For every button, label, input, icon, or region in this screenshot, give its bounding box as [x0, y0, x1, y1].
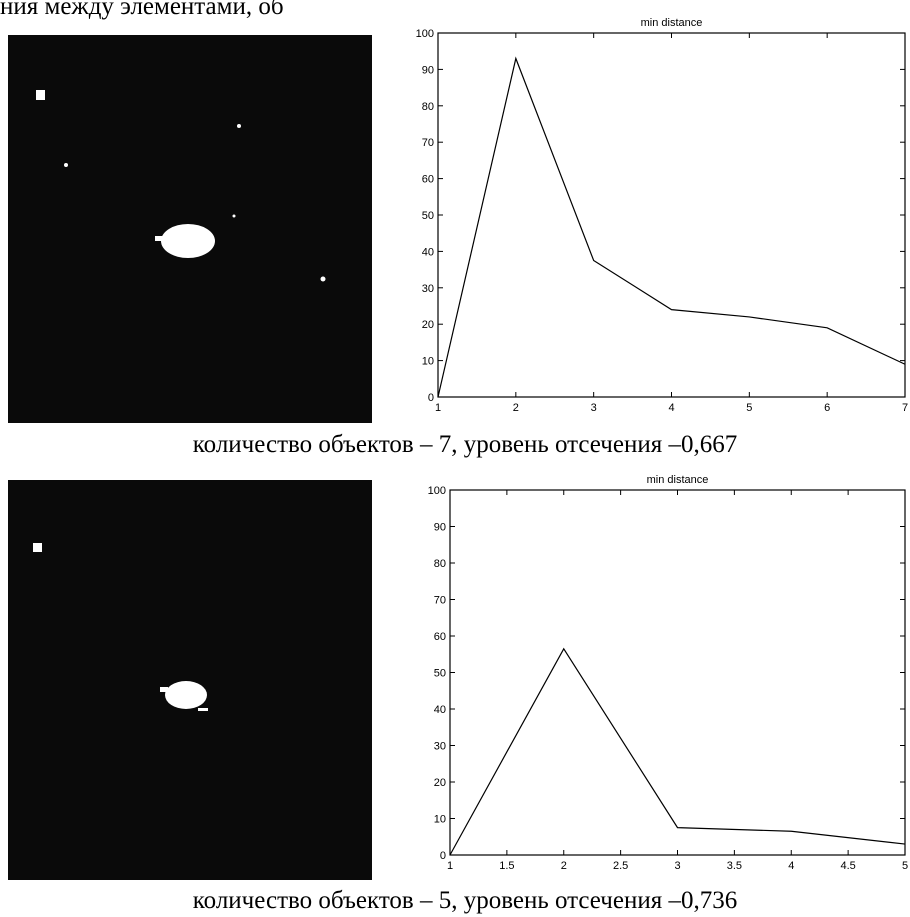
y-tick-label: 0: [428, 392, 434, 404]
y-tick-label: 90: [434, 522, 446, 534]
x-tick-label: 4: [668, 402, 674, 414]
y-tick-label: 40: [422, 246, 434, 258]
y-tick-label: 20: [422, 319, 434, 331]
x-tick-label: 2.5: [613, 860, 628, 872]
page: ния между элементами, об количество объе…: [0, 0, 910, 917]
y-tick-label: 100: [416, 28, 434, 40]
line: [450, 649, 905, 855]
x-tick-label: 1.5: [499, 860, 514, 872]
x-tick-label: 5: [902, 860, 908, 872]
x-tick-label: 3.5: [727, 860, 742, 872]
axes-box: [438, 33, 905, 397]
chart-title: min distance: [641, 17, 703, 29]
caption: количество объектов – 7, уровень отсечен…: [193, 431, 737, 458]
y-tick-label: 70: [422, 137, 434, 149]
x-tick-label: 1: [435, 402, 441, 414]
y-tick-label: 50: [434, 668, 446, 680]
image-2: [8, 480, 372, 880]
x-tick-label: 2: [561, 860, 567, 872]
y-tick-label: 10: [422, 356, 434, 368]
y-tick-label: 70: [434, 595, 446, 607]
x-tick-label: 5: [746, 402, 752, 414]
x-tick-label: 2: [513, 402, 519, 414]
axes-box: [450, 490, 905, 855]
y-tick-label: 90: [422, 64, 434, 76]
y-tick-label: 80: [422, 101, 434, 113]
y-tick-label: 20: [434, 777, 446, 789]
y-tick-label: 60: [422, 174, 434, 186]
x-tick-label: 6: [824, 402, 830, 414]
y-tick-label: 30: [422, 283, 434, 295]
y-tick-label: 40: [434, 704, 446, 716]
y-tick-label: 10: [434, 814, 446, 826]
x-tick-label: 7: [902, 402, 908, 414]
y-tick-label: 0: [440, 850, 446, 862]
x-tick-label: 3: [674, 860, 680, 872]
y-tick-label: 50: [422, 210, 434, 222]
y-tick-label: 100: [428, 485, 446, 497]
y-tick-label: 30: [434, 741, 446, 753]
x-tick-label: 4.5: [840, 860, 855, 872]
x-tick-label: 1: [447, 860, 453, 872]
x-tick-label: 4: [788, 860, 794, 872]
chart-title: min distance: [647, 474, 709, 486]
image-1: [8, 35, 372, 423]
y-tick-label: 60: [434, 631, 446, 643]
caption: количество объектов – 5, уровень отсечен…: [193, 887, 737, 914]
top-text: ния между элементами, об: [0, 0, 284, 20]
line: [438, 58, 905, 397]
x-tick-label: 3: [591, 402, 597, 414]
y-tick-label: 80: [434, 558, 446, 570]
